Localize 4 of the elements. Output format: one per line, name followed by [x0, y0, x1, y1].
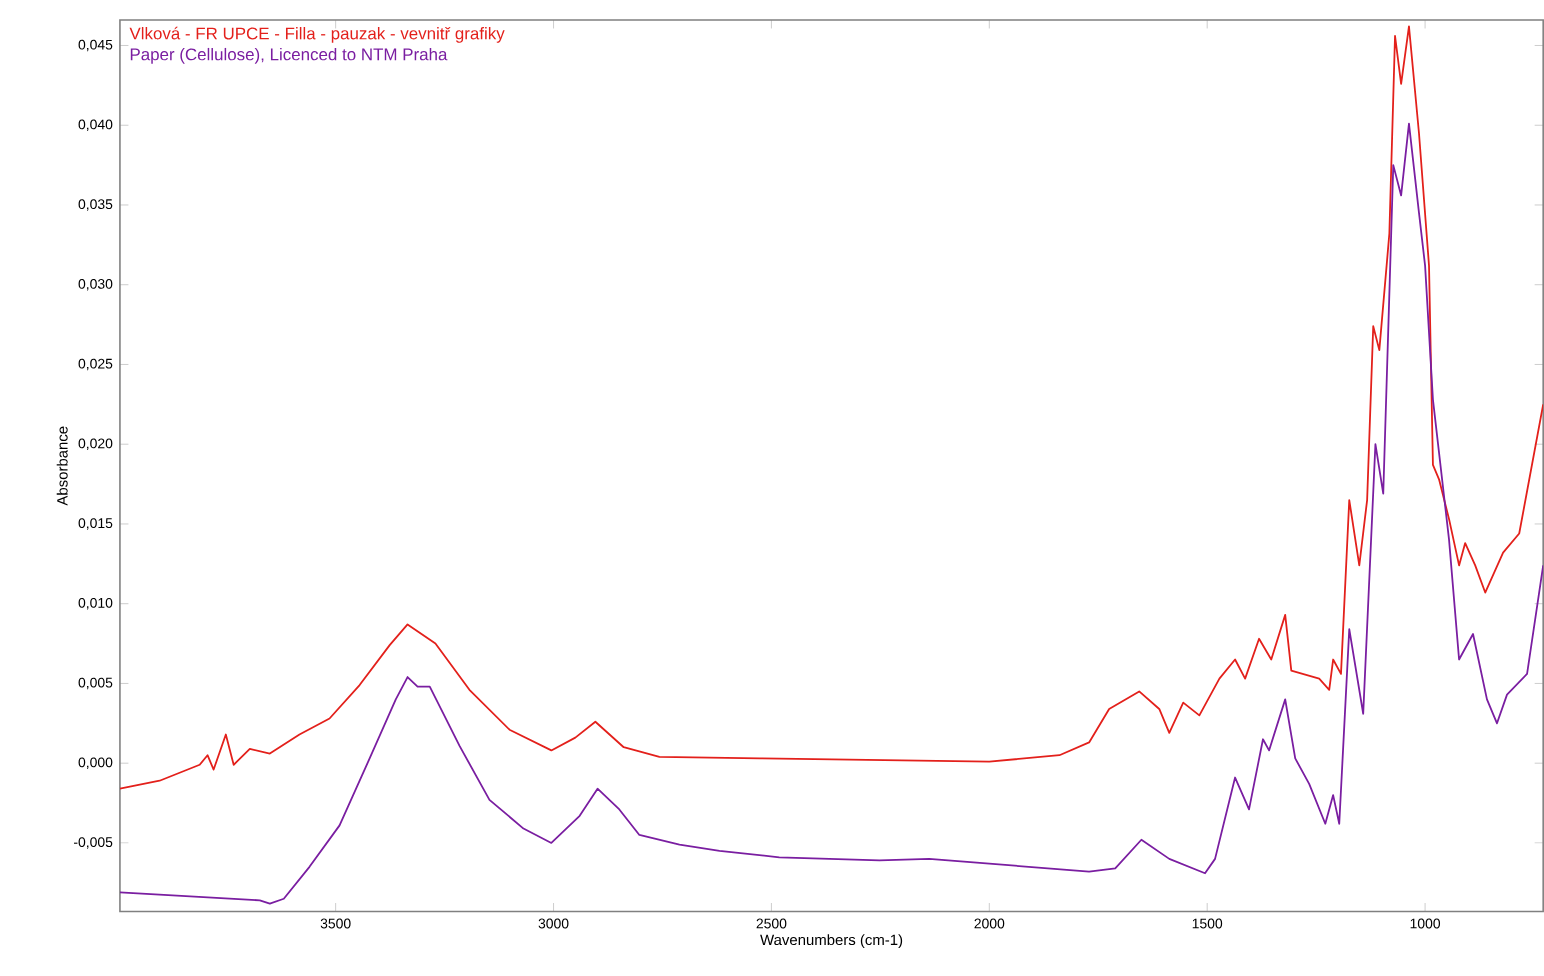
text: Vlková - FR UPCE - Filla - pauzak - vevnitř grafiky: [129, 27, 505, 44]
text: Paper (Cellulose), Licenced to NTM Praha: [130, 48, 448, 64]
line-series: [119, 122, 1544, 905]
line-series: [119, 25, 1544, 790]
